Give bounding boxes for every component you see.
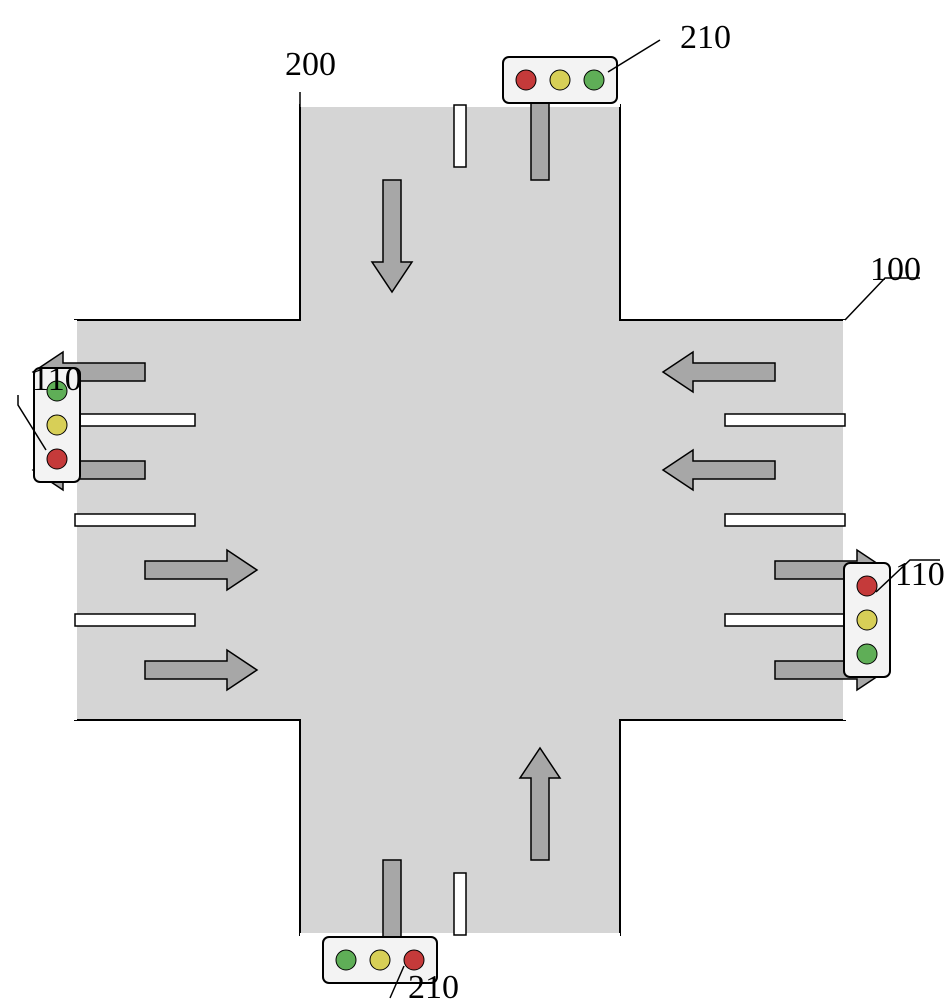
traffic-light-red — [857, 576, 877, 596]
lane-dash — [75, 614, 195, 626]
lane-dash — [725, 614, 845, 626]
traffic-light — [844, 563, 890, 677]
lane-dash — [725, 514, 845, 526]
ref-label: 110 — [895, 556, 945, 593]
traffic-light-yellow — [47, 415, 67, 435]
traffic-light — [503, 57, 617, 103]
traffic-light-red — [47, 449, 67, 469]
lane-dash — [75, 414, 195, 426]
lane-dash — [75, 514, 195, 526]
traffic-light-green — [336, 950, 356, 970]
ref-label: 100 — [870, 251, 921, 288]
ref-label: 200 — [285, 46, 336, 83]
lane-dash — [454, 105, 466, 167]
traffic-light-red — [516, 70, 536, 90]
traffic-light-red — [404, 950, 424, 970]
traffic-light-yellow — [857, 610, 877, 630]
leader-line — [608, 40, 660, 72]
ref-label: 210 — [408, 969, 459, 1000]
traffic-light-green — [857, 644, 877, 664]
traffic-light-green — [584, 70, 604, 90]
ref-label: 210 — [680, 19, 731, 56]
lane-dash — [725, 414, 845, 426]
traffic-light-yellow — [550, 70, 570, 90]
traffic-light-yellow — [370, 950, 390, 970]
diagram-canvas: 200 210 100 110 110 210 — [0, 0, 948, 1000]
lane-dash — [454, 873, 466, 935]
ref-label: 110 — [32, 361, 82, 398]
